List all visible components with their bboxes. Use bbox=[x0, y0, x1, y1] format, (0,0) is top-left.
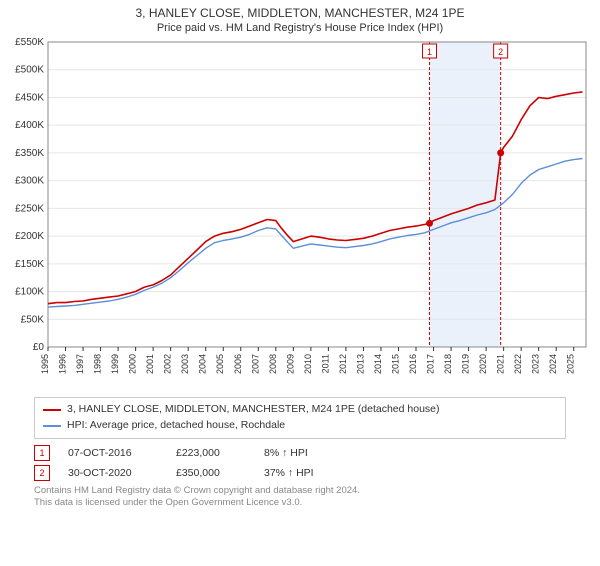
event-row: 2 30-OCT-2020 £350,000 37% ↑ HPI bbox=[34, 465, 566, 481]
footer-line-1: Contains HM Land Registry data © Crown c… bbox=[34, 485, 566, 497]
svg-text:£100K: £100K bbox=[15, 287, 44, 298]
line-chart: £0 £50K £100K £150K £200K £250K £300K £350K £400… bbox=[0, 38, 600, 393]
legend-swatch bbox=[43, 409, 61, 411]
svg-text:2024: 2024 bbox=[548, 354, 558, 374]
svg-text:2018: 2018 bbox=[443, 354, 453, 374]
event-price: £223,000 bbox=[176, 447, 246, 459]
footer-attribution: Contains HM Land Registry data © Crown c… bbox=[34, 485, 566, 510]
legend-item: HPI: Average price, detached house, Roch… bbox=[43, 418, 557, 434]
event-marker: 2 bbox=[34, 465, 50, 481]
svg-text:2010: 2010 bbox=[303, 354, 313, 374]
svg-text:2019: 2019 bbox=[461, 354, 471, 374]
svg-text:2016: 2016 bbox=[408, 354, 418, 374]
svg-text:2017: 2017 bbox=[426, 354, 436, 374]
svg-text:£150K: £150K bbox=[15, 259, 44, 270]
svg-text:2020: 2020 bbox=[478, 354, 488, 374]
event-pct: 8% ↑ HPI bbox=[264, 447, 308, 459]
svg-text:1998: 1998 bbox=[93, 354, 103, 374]
svg-text:1996: 1996 bbox=[58, 354, 68, 374]
svg-text:1: 1 bbox=[427, 47, 432, 57]
svg-text:2012: 2012 bbox=[338, 354, 348, 374]
svg-text:£200K: £200K bbox=[15, 231, 44, 242]
svg-text:2001: 2001 bbox=[145, 354, 155, 374]
svg-text:2005: 2005 bbox=[215, 354, 225, 374]
event-marker: 1 bbox=[34, 445, 50, 461]
event-date: 07-OCT-2016 bbox=[68, 447, 158, 459]
svg-text:2015: 2015 bbox=[390, 354, 400, 374]
svg-text:2006: 2006 bbox=[233, 354, 243, 374]
event-price: £350,000 bbox=[176, 467, 246, 479]
svg-text:2008: 2008 bbox=[268, 354, 278, 374]
svg-text:2007: 2007 bbox=[250, 354, 260, 374]
svg-text:2003: 2003 bbox=[180, 354, 190, 374]
svg-text:2002: 2002 bbox=[163, 354, 173, 374]
chart-subtitle: Price paid vs. HM Land Registry's House … bbox=[0, 22, 600, 34]
events-table: 1 07-OCT-2016 £223,000 8% ↑ HPI 2 30-OCT-2020… bbox=[34, 445, 566, 481]
svg-text:2011: 2011 bbox=[320, 354, 330, 373]
footer-line-2: This data is licensed under the Open Gov… bbox=[34, 497, 566, 509]
svg-text:£500K: £500K bbox=[15, 65, 44, 76]
svg-text:2013: 2013 bbox=[355, 354, 365, 374]
svg-text:£450K: £450K bbox=[15, 92, 44, 103]
svg-text:£250K: £250K bbox=[15, 203, 44, 214]
svg-text:2023: 2023 bbox=[531, 354, 541, 374]
svg-text:£550K: £550K bbox=[15, 38, 44, 48]
svg-text:2021: 2021 bbox=[496, 354, 506, 374]
svg-text:£0: £0 bbox=[33, 342, 45, 353]
svg-text:1999: 1999 bbox=[110, 354, 120, 374]
svg-text:2009: 2009 bbox=[285, 354, 295, 374]
svg-text:£400K: £400K bbox=[15, 120, 44, 131]
chart-container: £0 £50K £100K £150K £200K £250K £300K £350K £400… bbox=[0, 38, 600, 393]
svg-text:£300K: £300K bbox=[15, 176, 44, 187]
legend-label: 3, HANLEY CLOSE, MIDDLETON, MANCHESTER, … bbox=[67, 402, 440, 418]
svg-text:1995: 1995 bbox=[40, 354, 50, 374]
event-pct: 37% ↑ HPI bbox=[264, 467, 314, 479]
svg-text:2022: 2022 bbox=[513, 354, 523, 374]
svg-text:£350K: £350K bbox=[15, 148, 44, 159]
event-row: 1 07-OCT-2016 £223,000 8% ↑ HPI bbox=[34, 445, 566, 461]
svg-text:1997: 1997 bbox=[75, 354, 85, 374]
legend: 3, HANLEY CLOSE, MIDDLETON, MANCHESTER, … bbox=[34, 397, 566, 439]
svg-text:2014: 2014 bbox=[373, 354, 383, 374]
svg-text:2: 2 bbox=[498, 47, 503, 57]
svg-text:2000: 2000 bbox=[128, 354, 138, 374]
event-date: 30-OCT-2020 bbox=[68, 467, 158, 479]
svg-text:2025: 2025 bbox=[566, 354, 576, 374]
svg-text:2004: 2004 bbox=[198, 354, 208, 374]
legend-swatch bbox=[43, 425, 61, 427]
chart-title: 3, HANLEY CLOSE, MIDDLETON, MANCHESTER, … bbox=[0, 6, 600, 20]
legend-item: 3, HANLEY CLOSE, MIDDLETON, MANCHESTER, … bbox=[43, 402, 557, 418]
legend-label: HPI: Average price, detached house, Roch… bbox=[67, 418, 285, 434]
svg-text:£50K: £50K bbox=[21, 314, 45, 325]
